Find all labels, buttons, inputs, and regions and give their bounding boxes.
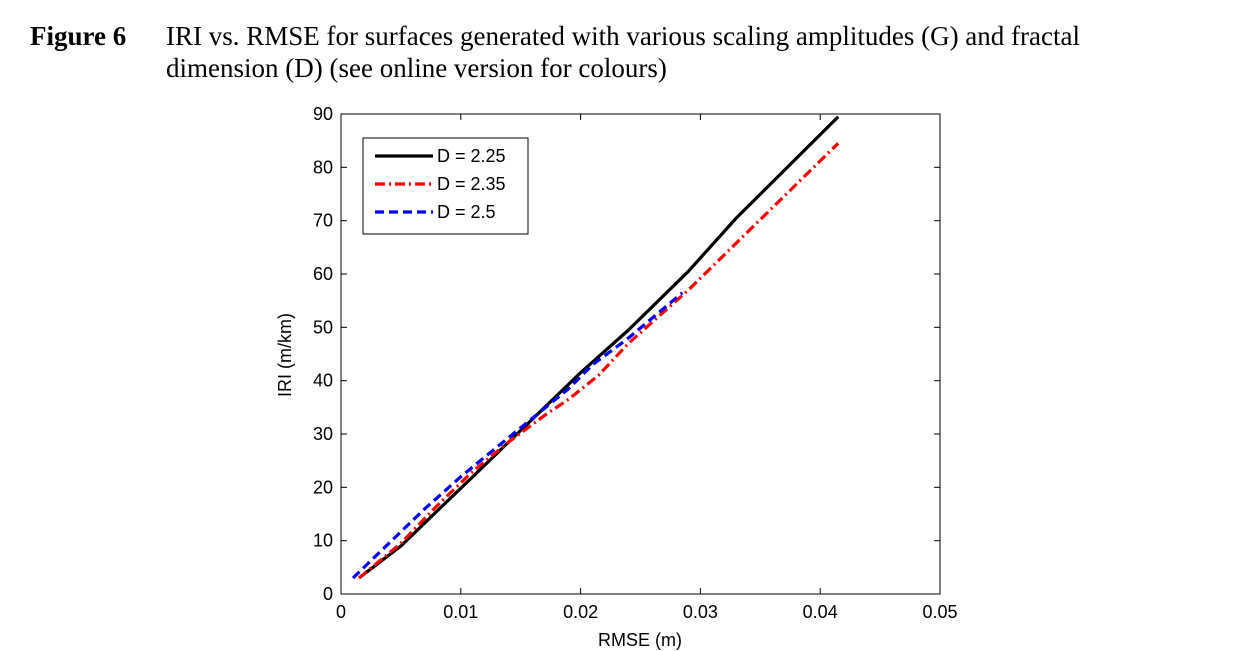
- legend-label: D = 2.35: [437, 174, 506, 194]
- legend: D = 2.25 D = 2.35 D = 2.5: [362, 137, 529, 235]
- y-tick-label: 40: [313, 371, 333, 391]
- x-tick-label: 0.02: [563, 602, 598, 622]
- y-tick-label: 80: [313, 157, 333, 177]
- x-tick-label: 0.01: [443, 602, 478, 622]
- x-tick-label: 0.03: [683, 602, 718, 622]
- y-tick-label: 0: [323, 584, 333, 604]
- legend-label: D = 2.25: [437, 146, 506, 166]
- series-layer: [351, 115, 840, 580]
- y-tick-label: 90: [313, 104, 333, 124]
- caption-line-1: IRI vs. RMSE for surfaces generated with…: [166, 21, 1080, 51]
- y-tick-label: 20: [313, 477, 333, 497]
- y-tick-label: 10: [313, 531, 333, 551]
- x-tick-label: 0.05: [922, 602, 957, 622]
- y-tick-label: 50: [313, 317, 333, 337]
- y-axis-label: IRI (m/km): [275, 313, 295, 397]
- caption-line-2: dimension (D) (see online version for co…: [166, 53, 667, 83]
- series-line-3: [351, 291, 684, 580]
- legend-box: [362, 137, 529, 235]
- series-line-2: [357, 142, 840, 580]
- figure-label: Figure 6: [30, 21, 127, 51]
- legend-label: D = 2.5: [437, 202, 496, 222]
- figure-caption-text: IRI vs. RMSE for surfaces generated with…: [166, 20, 1216, 84]
- axis-layer: 0 0.01 0.02 0.03 0.04 0.05 0 10 20 30 40 50 60 70 80 90: [313, 104, 958, 622]
- plot-frame: [340, 113, 941, 595]
- x-axis-label: RMSE (m): [598, 630, 682, 650]
- x-tick-label: 0: [336, 602, 346, 622]
- x-tick-label: 0.04: [803, 602, 838, 622]
- y-tick-label: 60: [313, 264, 333, 284]
- y-tick-label: 30: [313, 424, 333, 444]
- y-tick-label: 70: [313, 211, 333, 231]
